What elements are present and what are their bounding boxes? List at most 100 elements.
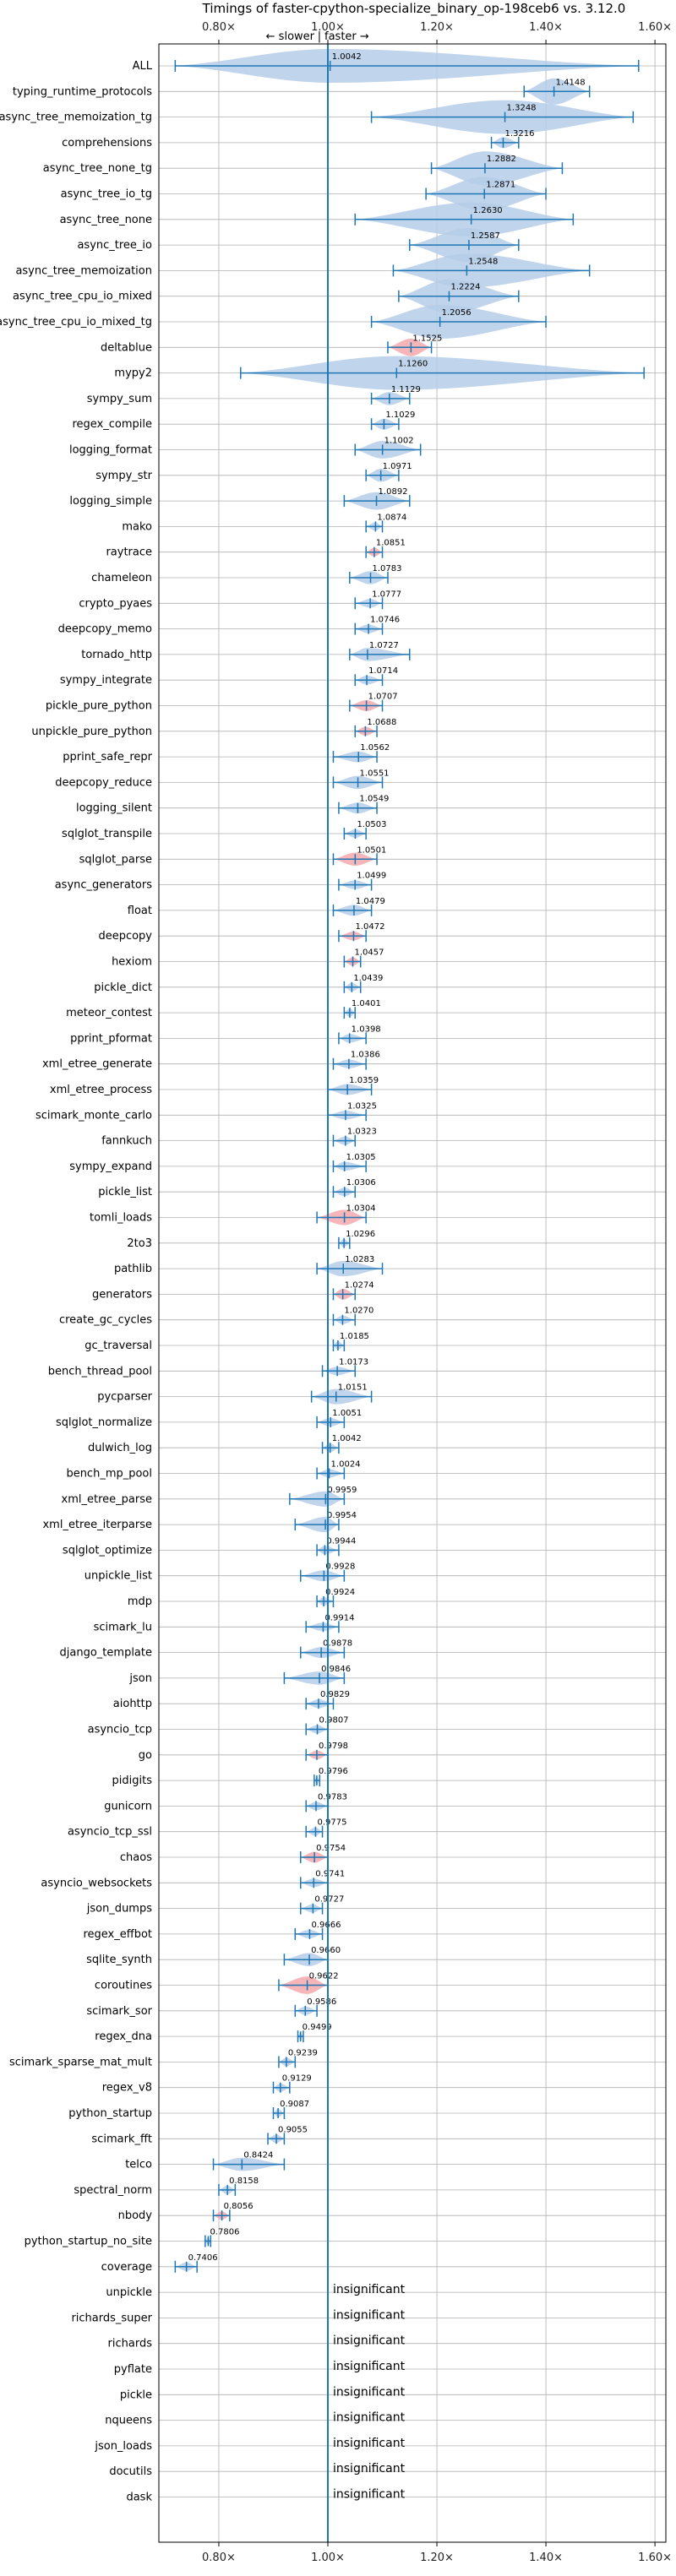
value-label: 1.0386 — [351, 1051, 380, 1060]
value-label: 1.0042 — [332, 1434, 362, 1443]
insignificant-label: insignificant — [333, 2462, 406, 2475]
benchmark-row: nbody 0.8056 — [118, 2202, 666, 2222]
benchmark-label: pickle_pure_python — [46, 700, 152, 713]
value-label: 0.9829 — [320, 1690, 350, 1699]
value-label: 1.0851 — [376, 539, 406, 548]
value-label: 1.0151 — [338, 1383, 368, 1393]
benchmark-label: deltablue — [101, 341, 152, 354]
benchmark-label: gc_traversal — [84, 1340, 152, 1352]
benchmark-label: float — [128, 905, 152, 917]
benchmark-label: mako — [122, 520, 152, 533]
benchmark-label: generators — [92, 1288, 152, 1301]
benchmark-label: sqlglot_parse — [79, 853, 152, 866]
benchmark-row: fannkuch 1.0323 — [101, 1128, 666, 1148]
value-label: 1.2871 — [486, 181, 515, 190]
insignificant-label: insignificant — [333, 2334, 406, 2348]
value-label: 1.0024 — [331, 1460, 361, 1470]
value-label: 0.8056 — [224, 2202, 254, 2211]
benchmark-row: coroutines 0.9622 — [95, 1972, 666, 1994]
value-label: 1.2630 — [473, 206, 503, 215]
benchmark-label: python_startup — [68, 2107, 152, 2120]
value-label: 1.3248 — [507, 104, 537, 113]
benchmark-label: django_template — [60, 1647, 152, 1660]
benchmark-row: bench_mp_pool 1.0024 — [66, 1460, 666, 1481]
value-label: 0.8158 — [229, 2177, 259, 2186]
value-label: 1.3216 — [504, 129, 534, 139]
benchmark-row: scimark_lu 0.9914 — [94, 1613, 666, 1633]
benchmark-row: pprint_safe_repr 1.0562 — [63, 743, 666, 764]
benchmark-label: gunicorn — [104, 1800, 152, 1812]
tick-label-bottom: 0.80× — [202, 2552, 236, 2564]
tick-label-bottom: 1.40× — [529, 2552, 563, 2564]
tick-label-top: 1.20× — [420, 21, 454, 34]
benchmark-row: scimark_fft 0.9055 — [91, 2125, 666, 2145]
value-label: 0.9928 — [325, 1562, 355, 1572]
value-label: 1.1260 — [398, 360, 428, 369]
benchmark-row: sympy_expand 1.0305 — [69, 1153, 666, 1173]
benchmark-row: chameleon 1.0783 — [91, 564, 666, 584]
benchmark-label: scimark_monte_carlo — [35, 1109, 152, 1122]
benchmark-row: aiohttp 0.9829 — [113, 1690, 666, 1710]
chart-title: Timings of faster-cpython-specialize_bin… — [202, 1, 626, 17]
value-label: 1.0479 — [356, 897, 385, 906]
benchmark-row: tornado_http 1.0727 — [81, 641, 666, 661]
benchmark-row: logging_simple 1.0892 — [69, 487, 666, 510]
benchmark-row: crypto_pyaes 1.0777 — [79, 590, 666, 610]
value-label: 1.0892 — [379, 487, 408, 497]
benchmark-row: django_template 0.9878 — [60, 1639, 666, 1660]
benchmark-row: scimark_sor 0.9586 — [86, 1997, 666, 2018]
benchmark-row: go 0.9798 — [139, 1742, 666, 1762]
value-label: 0.7406 — [188, 2253, 218, 2263]
value-label: 1.0562 — [360, 743, 390, 753]
value-label: 1.0173 — [339, 1357, 368, 1367]
value-label: 0.9586 — [307, 1997, 336, 2007]
benchmark-row: richards_super insignificant — [71, 2308, 666, 2324]
benchmark-label: docutils — [109, 2465, 152, 2478]
benchmark-row: meteor_contest 1.0401 — [66, 999, 666, 1019]
value-label: 0.9754 — [316, 1844, 346, 1853]
benchmark-row: comprehensions 1.3216 — [62, 129, 666, 149]
benchmark-label: tomli_loads — [90, 1212, 152, 1225]
value-label: 0.9878 — [323, 1639, 352, 1649]
insignificant-label: insignificant — [333, 2283, 406, 2296]
benchmark-row: unpickle insignificant — [106, 2283, 666, 2299]
x-axis-ticks: 0.80× 0.80× 1.00× 1.00× 1.20× 1.20× 1.40× 1.40×… — [202, 21, 672, 2564]
benchmark-label: pprint_pformat — [70, 1032, 152, 1045]
value-label: 0.9775 — [317, 1818, 346, 1828]
benchmark-label: unpickle_pure_python — [31, 726, 152, 738]
value-label: 1.1029 — [385, 410, 415, 420]
benchmark-row: bench_thread_pool 1.0173 — [48, 1357, 666, 1378]
benchmark-label: pickle_list — [98, 1186, 152, 1198]
benchmark-row: asyncio_websockets 0.9741 — [41, 1869, 666, 1889]
benchmark-row: richards insignificant — [108, 2334, 666, 2350]
benchmark-row: mako 1.0874 — [122, 513, 666, 533]
benchmark-label: pathlib — [114, 1263, 152, 1275]
benchmark-label: crypto_pyaes — [79, 597, 152, 610]
benchmark-label: mypy2 — [114, 367, 152, 380]
value-label: 0.9622 — [309, 1972, 339, 1981]
benchmark-label: spectral_norm — [74, 2184, 152, 2197]
benchmark-row: pickle_pure_python 1.0707 — [46, 693, 666, 713]
benchmark-label: scimark_sparse_mat_mult — [9, 2056, 152, 2068]
value-label: 1.0777 — [372, 590, 401, 599]
value-label: 0.9055 — [278, 2125, 308, 2134]
value-label: 1.1525 — [412, 334, 442, 343]
benchmark-row: async_tree_io 1.2587 — [77, 228, 666, 263]
benchmark-label: pycparser — [97, 1391, 152, 1404]
tick-label-top: 1.60× — [638, 21, 672, 34]
tick-label-top: 0.80× — [202, 21, 236, 34]
benchmark-row: sympy_str 1.0971 — [95, 462, 666, 482]
benchmark-row: json_dumps 0.9727 — [86, 1895, 666, 1916]
benchmark-row: 2to3 1.0296 — [127, 1230, 666, 1250]
tick-label-bottom: 1.60× — [638, 2552, 672, 2564]
insignificant-label: insignificant — [333, 2437, 406, 2450]
benchmark-label: asyncio_tcp_ssl — [68, 1826, 152, 1839]
value-label: 0.7806 — [210, 2228, 239, 2237]
benchmark-label: aiohttp — [113, 1698, 152, 1710]
value-label: 0.9239 — [288, 2048, 318, 2057]
benchmark-row: gunicorn 0.9783 — [104, 1792, 666, 1812]
benchmark-label: scimark_fft — [91, 2133, 152, 2145]
value-label: 1.0783 — [373, 564, 402, 573]
value-label: 1.0551 — [360, 769, 390, 778]
benchmark-label: coroutines — [95, 1980, 152, 1992]
